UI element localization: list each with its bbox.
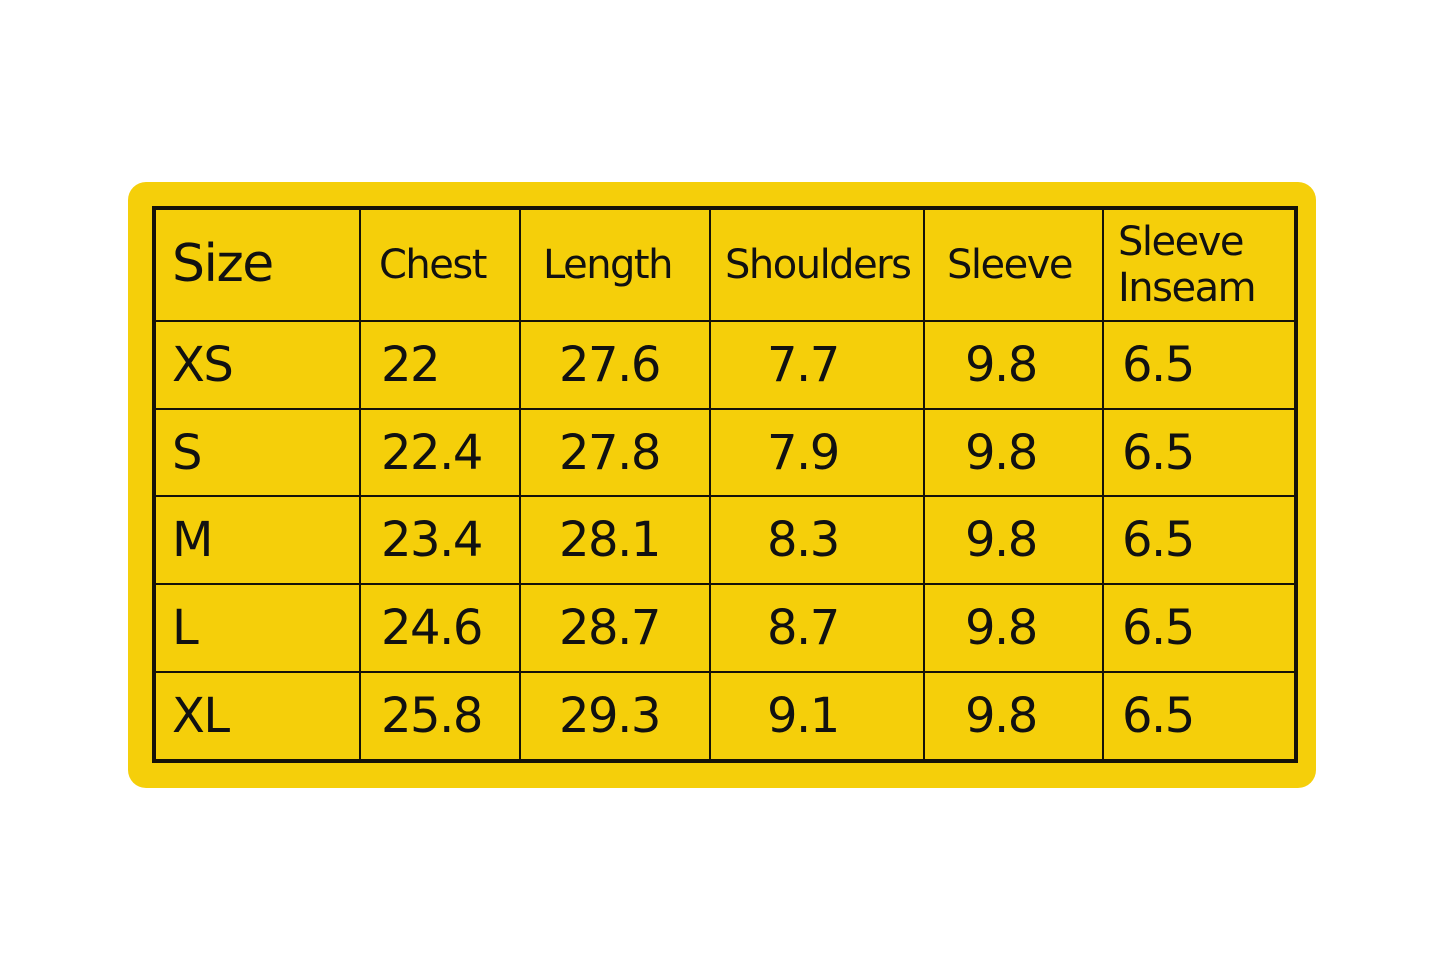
cell-size: XS xyxy=(153,320,361,410)
cell-size: S xyxy=(153,407,361,498)
cell-sleeve: 9.8 xyxy=(923,320,1104,410)
cell-chest: 22 xyxy=(359,320,521,410)
cell-sleeve-inseam: 6.5 xyxy=(1102,583,1297,673)
header-size: Size xyxy=(153,207,361,322)
cell-length: 27.6 xyxy=(519,320,711,410)
cell-sleeve-inseam: 6.5 xyxy=(1102,495,1297,586)
cell-sleeve: 9.8 xyxy=(923,495,1104,586)
size-chart-table: Size Chest Length Shoulders Sleeve Sleev… xyxy=(152,206,1298,763)
cell-chest: 25.8 xyxy=(359,670,521,763)
cell-sleeve-inseam: 6.5 xyxy=(1102,407,1297,498)
cell-length: 28.1 xyxy=(519,495,711,586)
cell-chest: 24.6 xyxy=(359,583,521,673)
table-row: S 22.4 27.8 7.9 9.8 6.5 xyxy=(153,407,1297,498)
header-sleeve-inseam: Sleeve Inseam xyxy=(1102,207,1297,322)
cell-size: M xyxy=(153,495,361,586)
table-row: XL 25.8 29.3 9.1 9.8 6.5 xyxy=(153,670,1297,763)
cell-length: 29.3 xyxy=(519,670,711,763)
cell-length: 27.8 xyxy=(519,407,711,498)
cell-sleeve-inseam: 6.5 xyxy=(1102,320,1297,410)
header-chest: Chest xyxy=(359,207,521,322)
cell-shoulders: 8.3 xyxy=(709,495,925,586)
cell-sleeve: 9.8 xyxy=(923,407,1104,498)
header-sleeve-inseam-line2: Inseam xyxy=(1118,265,1257,311)
cell-sleeve-inseam: 6.5 xyxy=(1102,670,1297,763)
header-shoulders: Shoulders xyxy=(709,207,925,322)
header-sleeve: Sleeve xyxy=(923,207,1104,322)
cell-shoulders: 7.7 xyxy=(709,320,925,410)
cell-chest: 22.4 xyxy=(359,407,521,498)
cell-length: 28.7 xyxy=(519,583,711,673)
header-row: Size Chest Length Shoulders Sleeve Sleev… xyxy=(153,207,1297,322)
cell-shoulders: 9.1 xyxy=(709,670,925,763)
table-row: L 24.6 28.7 8.7 9.8 6.5 xyxy=(153,583,1297,673)
header-sleeve-inseam-line1: Sleeve xyxy=(1118,219,1245,265)
cell-size: L xyxy=(153,583,361,673)
cell-shoulders: 7.9 xyxy=(709,407,925,498)
cell-sleeve: 9.8 xyxy=(923,583,1104,673)
cell-sleeve: 9.8 xyxy=(923,670,1104,763)
table-row: M 23.4 28.1 8.3 9.8 6.5 xyxy=(153,495,1297,586)
cell-chest: 23.4 xyxy=(359,495,521,586)
table-row: XS 22 27.6 7.7 9.8 6.5 xyxy=(153,320,1297,410)
cell-shoulders: 8.7 xyxy=(709,583,925,673)
header-length: Length xyxy=(519,207,711,322)
cell-size: XL xyxy=(153,670,361,763)
